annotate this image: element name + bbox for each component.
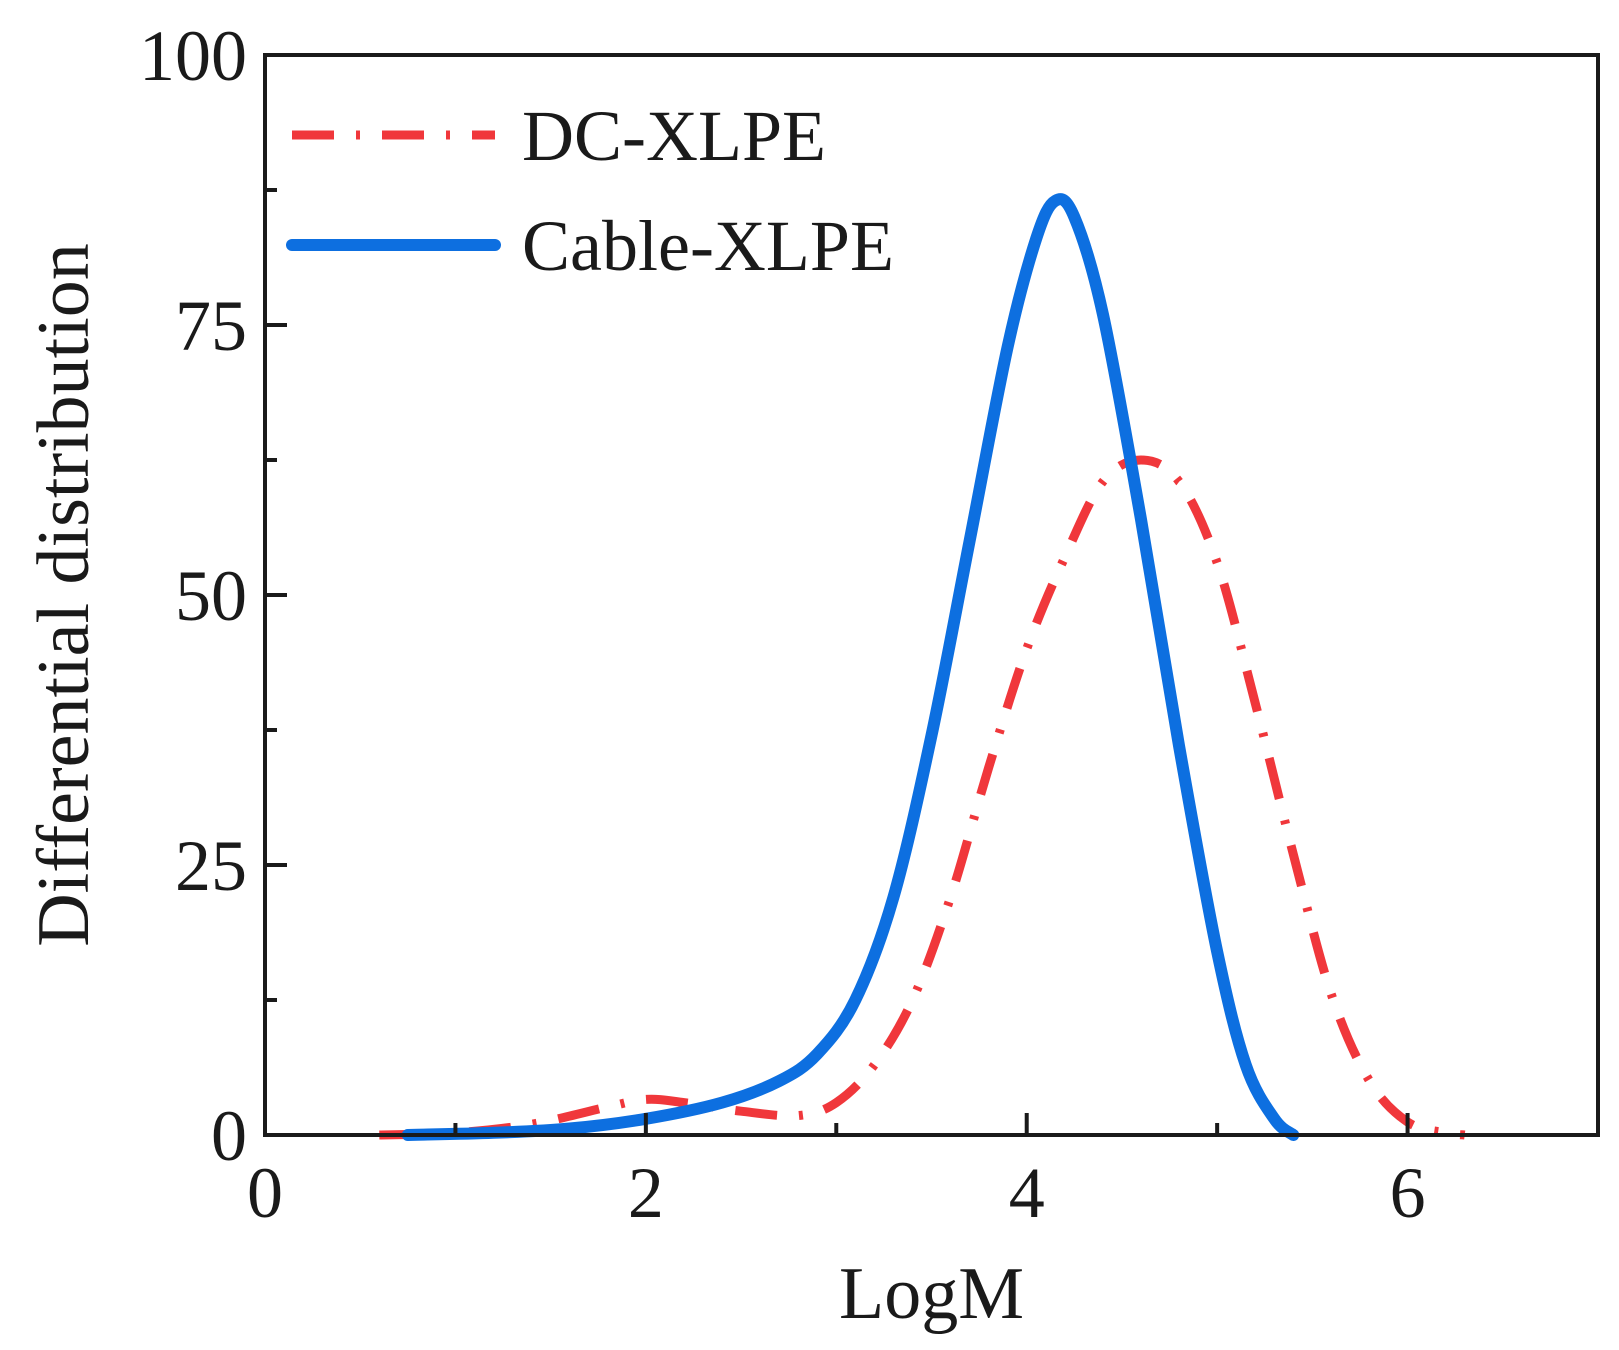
x-tick-label: 6 <box>1390 1153 1426 1233</box>
legend: DC-XLPE Cable-XLPE <box>286 96 894 286</box>
x-tick-label: 2 <box>628 1153 664 1233</box>
y-axis-title: Differential distribution <box>23 243 105 947</box>
tick-layer <box>263 53 1600 1137</box>
x-tick-label: 4 <box>1009 1153 1045 1233</box>
legend-label: Cable-XLPE <box>522 206 894 286</box>
series-line-dc-xlpe <box>379 455 1466 1140</box>
y-tick-label: 100 <box>139 16 247 96</box>
y-tick-label: 75 <box>175 286 247 366</box>
series-layer <box>379 193 1466 1141</box>
y-tick-label: 0 <box>211 1096 247 1176</box>
x-tick-label: 0 <box>247 1153 283 1233</box>
tick-label-layer: 0 2 4 6 0 25 50 75 100 <box>139 16 1426 1233</box>
x-axis-title: LogM <box>839 1253 1024 1335</box>
series-line-cable-xlpe <box>401 193 1300 1141</box>
y-tick-label: 25 <box>175 826 247 906</box>
y-tick-label: 50 <box>175 556 247 636</box>
legend-label: DC-XLPE <box>522 96 826 176</box>
